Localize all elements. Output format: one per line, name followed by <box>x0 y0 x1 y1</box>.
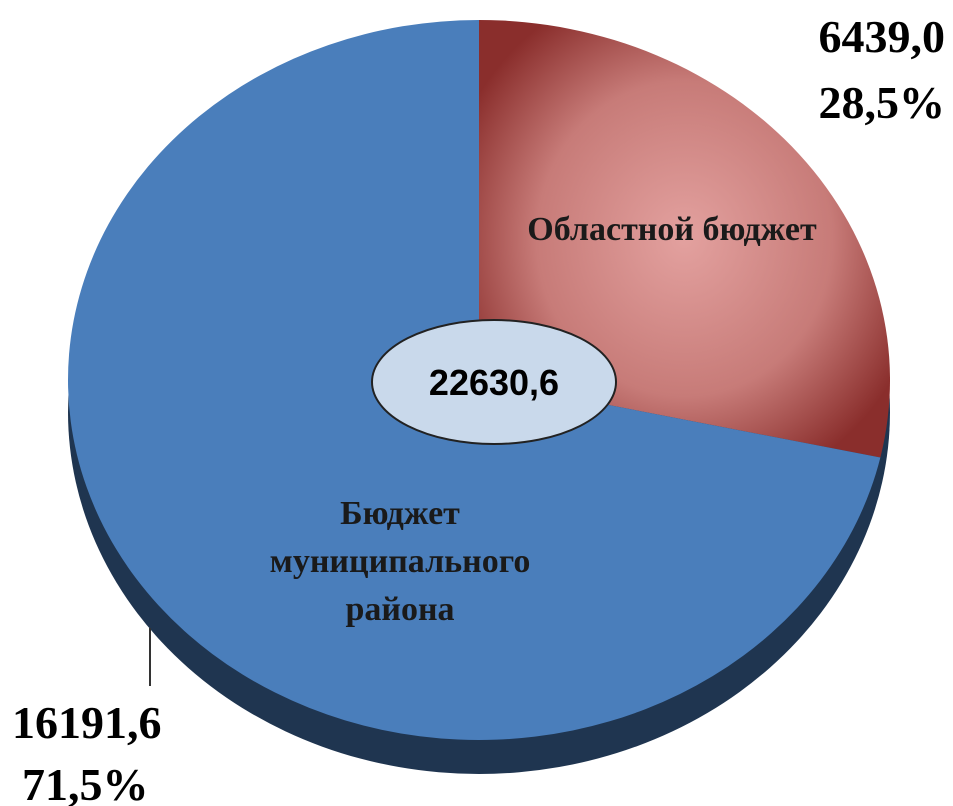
total-label: 22630,6 <box>429 362 559 403</box>
category-label: Бюджет муниципального района <box>269 495 531 628</box>
percent-label: 28,5% <box>819 77 946 128</box>
total-bubble <box>371 319 617 445</box>
category-label-box: Бюджет муниципального района <box>269 495 531 628</box>
percent-label: 71,5% <box>22 759 149 806</box>
value-label: 6439,0 <box>819 11 946 62</box>
category-label: Областной бюджет <box>527 211 817 248</box>
value-label: 16191,6 <box>12 697 162 748</box>
